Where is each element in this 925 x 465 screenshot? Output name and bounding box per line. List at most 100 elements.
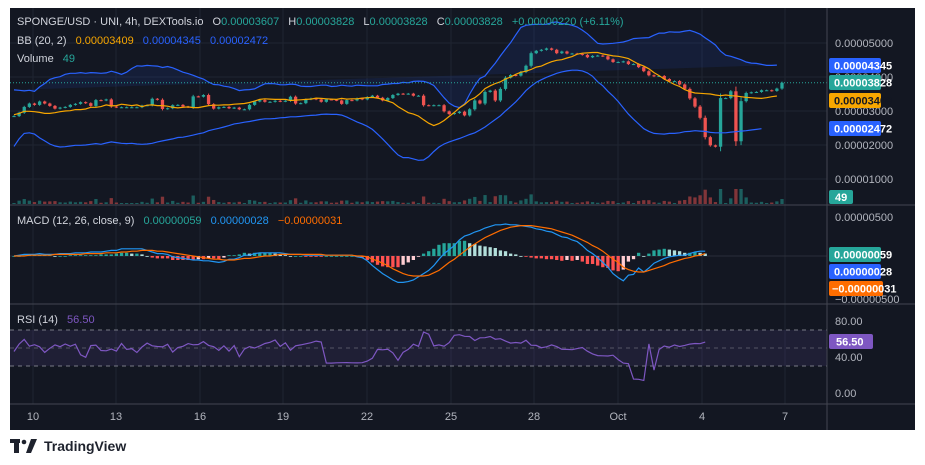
- macd-histogram-bar: [652, 250, 656, 256]
- volume-bar: [165, 202, 170, 204]
- candle: [626, 61, 631, 65]
- candle: [109, 99, 113, 107]
- candle: [483, 91, 487, 104]
- macd-pane[interactable]: [10, 223, 827, 283]
- candle: [345, 100, 349, 104]
- macd-histogram-bar: [580, 256, 584, 262]
- candle: [43, 101, 47, 104]
- macd-hist-badge: [829, 247, 881, 262]
- volume-bar: [606, 200, 610, 204]
- volume-bar: [314, 202, 318, 204]
- macd-histogram-bar: [616, 256, 620, 272]
- volume-bar: [462, 200, 467, 204]
- last-price-badge-text: 0.00003828: [834, 78, 892, 90]
- macd-histogram-bar: [437, 244, 441, 256]
- macd-axis[interactable]: 0.00000500 −0.00000500: [835, 212, 900, 306]
- macd-histogram-bar: [411, 256, 416, 260]
- macd-histogram-bar: [488, 247, 492, 256]
- volume-bar: [375, 201, 380, 204]
- macd-histogram-bar: [698, 252, 702, 256]
- macd-histogram-bar: [672, 250, 677, 256]
- volume-bar: [99, 202, 103, 204]
- tradingview-brand[interactable]: TradingView: [10, 436, 126, 456]
- volume-bar: [365, 201, 369, 204]
- symbol-title[interactable]: SPONGE/USD · UNI, 4h, DEXTools.io: [17, 16, 203, 28]
- time-tick: 19: [277, 411, 289, 423]
- bb-legend[interactable]: BB (20, 2) 0.00003409 0.00004345 0.00002…: [17, 35, 268, 47]
- macd-legend[interactable]: MACD (12, 26, close, 9) 0.00000059 0.000…: [17, 215, 342, 227]
- candle: [360, 98, 364, 100]
- rsi-axis[interactable]: 80.00 40.00 0.00: [835, 316, 863, 400]
- bb-lower-value: 0.00002472: [210, 35, 268, 47]
- candle: [48, 103, 52, 106]
- macd-histogram-bar: [544, 256, 549, 260]
- macd-histogram-bar: [150, 256, 154, 258]
- volume-bar: [744, 197, 748, 204]
- volume-bar: [309, 202, 313, 204]
- candle: [411, 93, 416, 96]
- volume-bar: [667, 201, 672, 204]
- volume-bar: [437, 203, 441, 204]
- candle: [621, 61, 625, 63]
- chart-background: [10, 8, 915, 430]
- candle: [299, 103, 303, 105]
- volume-bar: [176, 202, 180, 204]
- candle: [324, 99, 328, 102]
- time-tick: 25: [445, 411, 457, 423]
- price-pane[interactable]: [10, 8, 827, 404]
- volume-bar: [319, 201, 323, 204]
- candle: [114, 106, 119, 108]
- candle: [391, 95, 395, 99]
- price-tick: 0.00005000: [835, 38, 893, 50]
- volume-bar: [145, 202, 149, 204]
- volume-bar: [652, 202, 656, 204]
- volume-bar: [140, 201, 144, 204]
- candle: [503, 77, 508, 89]
- macd-histogram-bar: [468, 243, 472, 256]
- volume-bar: [360, 202, 364, 204]
- candle: [334, 99, 339, 101]
- volume-bar: [227, 202, 231, 204]
- candle: [764, 90, 769, 92]
- candle: [252, 101, 257, 105]
- price-tick: 0.00001000: [835, 174, 893, 186]
- macd-histogram-bar: [452, 243, 456, 256]
- macd-line-value: 0.00000059: [143, 215, 201, 227]
- price-badges: 0.00004345 0.00003828 0.00003409 0.00002…: [829, 58, 892, 204]
- rsi-pane[interactable]: [10, 329, 827, 382]
- macd-histogram-bar: [380, 256, 385, 267]
- volume-bar: [304, 200, 308, 204]
- candle: [242, 109, 247, 111]
- volume-bar: [22, 199, 26, 204]
- macd-histogram-bar: [130, 253, 134, 256]
- candle: [718, 98, 723, 147]
- rsi-legend[interactable]: RSI (14) 56.50: [17, 314, 95, 326]
- macd-histogram-bar: [457, 240, 462, 256]
- price-grid: [10, 8, 827, 404]
- macd-histogram-bar: [442, 243, 446, 256]
- macd-histogram-bar: [171, 256, 175, 260]
- rsi-value: 56.50: [67, 314, 95, 326]
- volume-bar: [396, 202, 400, 204]
- candle: [478, 100, 482, 104]
- rsi-tick: 80.00: [835, 316, 863, 328]
- volume-bar: [764, 203, 769, 204]
- candle: [201, 95, 206, 97]
- macd-histogram-bar: [206, 256, 211, 259]
- time-axis[interactable]: 10 13 16 19 22 25 28 Oct 4 7: [27, 411, 788, 423]
- volume-bar: [601, 202, 605, 204]
- volume-bar: [53, 201, 57, 204]
- macd-histogram-bar: [212, 256, 216, 259]
- candle: [734, 91, 738, 142]
- volume-bar: [217, 202, 221, 204]
- volume-bar: [299, 202, 303, 204]
- volume-bars: [12, 189, 784, 204]
- macd-histogram-bar: [636, 252, 641, 256]
- macd-histogram-bar: [575, 256, 579, 260]
- macd-histogram-bar: [539, 256, 544, 259]
- volume-bar: [739, 189, 743, 204]
- bb-basis-value: 0.00003409: [76, 35, 134, 47]
- volume-legend[interactable]: Volume 49: [17, 53, 75, 65]
- volume-bar: [498, 195, 503, 204]
- last-price-badge: [829, 75, 881, 90]
